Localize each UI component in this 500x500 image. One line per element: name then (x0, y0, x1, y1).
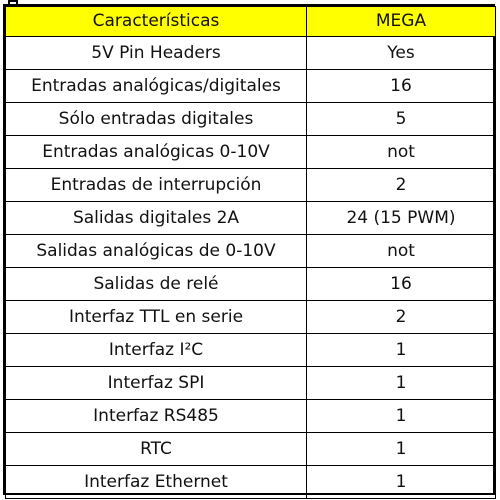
table-row: Salidas analógicas de 0-10V not (5, 234, 496, 268)
value-cell: 1 (306, 432, 496, 466)
feature-cell: Interfaz TTL en serie (5, 300, 307, 334)
table-row: Entradas de interrupción 2 (5, 168, 496, 202)
table-row: Entradas analógicas 0-10V not (5, 135, 496, 169)
value-cell: not (306, 135, 496, 169)
table-row: Salidas digitales 2A 24 (15 PWM) (5, 201, 496, 235)
table-row: Interfaz Ethernet 1 (5, 465, 496, 499)
feature-cell: Salidas digitales 2A (5, 201, 307, 235)
table-row: Interfaz RS485 1 (5, 399, 496, 433)
feature-cell: Entradas analógicas 0-10V (5, 135, 307, 169)
value-cell: 16 (306, 267, 496, 301)
table-row: Interfaz TTL en serie 2 (5, 300, 496, 334)
feature-cell: Interfaz I²C (5, 333, 307, 367)
feature-cell: 5V Pin Headers (5, 36, 307, 70)
value-cell: 24 (15 PWM) (306, 201, 496, 235)
feature-cell: Interfaz RS485 (5, 399, 307, 433)
value-cell: 1 (306, 333, 496, 367)
table-row: Interfaz SPI 1 (5, 366, 496, 400)
feature-cell: Salidas de relé (5, 267, 307, 301)
value-cell: not (306, 234, 496, 268)
table-row: RTC 1 (5, 432, 496, 466)
value-cell: 2 (306, 168, 496, 202)
specifications-table: Características MEGA 5V Pin Headers Yes … (5, 6, 496, 499)
feature-cell: Interfaz SPI (5, 366, 307, 400)
header-feature: Características (5, 6, 307, 37)
value-cell: Yes (306, 36, 496, 70)
value-cell: 5 (306, 102, 496, 136)
value-cell: 1 (306, 399, 496, 433)
value-cell: 1 (306, 366, 496, 400)
table-row: Entradas analógicas/digitales 16 (5, 69, 496, 103)
table-row: Sólo entradas digitales 5 (5, 102, 496, 136)
value-cell: 2 (306, 300, 496, 334)
feature-cell: RTC (5, 432, 307, 466)
feature-cell: Entradas de interrupción (5, 168, 307, 202)
feature-cell: Sólo entradas digitales (5, 102, 307, 136)
table-row: Salidas de relé 16 (5, 267, 496, 301)
header-model: MEGA (306, 6, 496, 37)
feature-cell: Interfaz Ethernet (5, 465, 307, 499)
feature-cell: Salidas analógicas de 0-10V (5, 234, 307, 268)
table-row: 5V Pin Headers Yes (5, 36, 496, 70)
value-cell: 16 (306, 69, 496, 103)
table-row: Interfaz I²C 1 (5, 333, 496, 367)
table-header-row: Características MEGA (5, 6, 496, 37)
feature-cell: Entradas analógicas/digitales (5, 69, 307, 103)
value-cell: 1 (306, 465, 496, 499)
